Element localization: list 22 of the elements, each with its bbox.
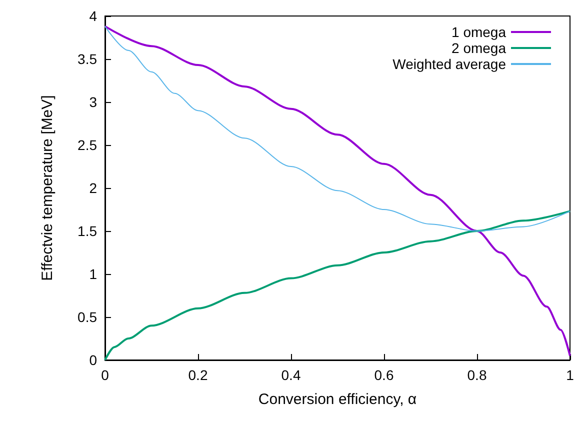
x-tick-label: 1 bbox=[566, 367, 574, 383]
legend-label: 2 omega bbox=[452, 40, 506, 56]
y-tick-label: 4 bbox=[89, 8, 98, 24]
y-tick-label: 2 bbox=[89, 180, 98, 196]
y-axis-title: Effectvie temperature [MeV] bbox=[39, 95, 56, 281]
x-tick-label: 0.8 bbox=[467, 367, 487, 383]
line-series bbox=[104, 26, 570, 232]
legend-label: 1 omega bbox=[452, 24, 506, 40]
y-tick-label: 0 bbox=[89, 352, 98, 368]
y-tick-label: 3.5 bbox=[78, 51, 98, 67]
x-axis-title: Conversion efficiency, α bbox=[258, 391, 417, 408]
y-tick-label: 3 bbox=[89, 94, 98, 110]
x-tick-label: 0 bbox=[101, 367, 110, 383]
legend-label: Weighted average bbox=[392, 56, 506, 72]
line-series bbox=[104, 25, 571, 357]
x-tick-label: 0.4 bbox=[281, 367, 301, 383]
y-tick-label: 1 bbox=[89, 266, 98, 282]
y-tick-label: 0.5 bbox=[78, 309, 98, 325]
y-tick-label: 1.5 bbox=[78, 223, 98, 239]
x-tick-label: 0.2 bbox=[188, 367, 208, 383]
y-tick-label: 2.5 bbox=[78, 137, 98, 153]
x-tick-label: 0.6 bbox=[374, 367, 394, 383]
